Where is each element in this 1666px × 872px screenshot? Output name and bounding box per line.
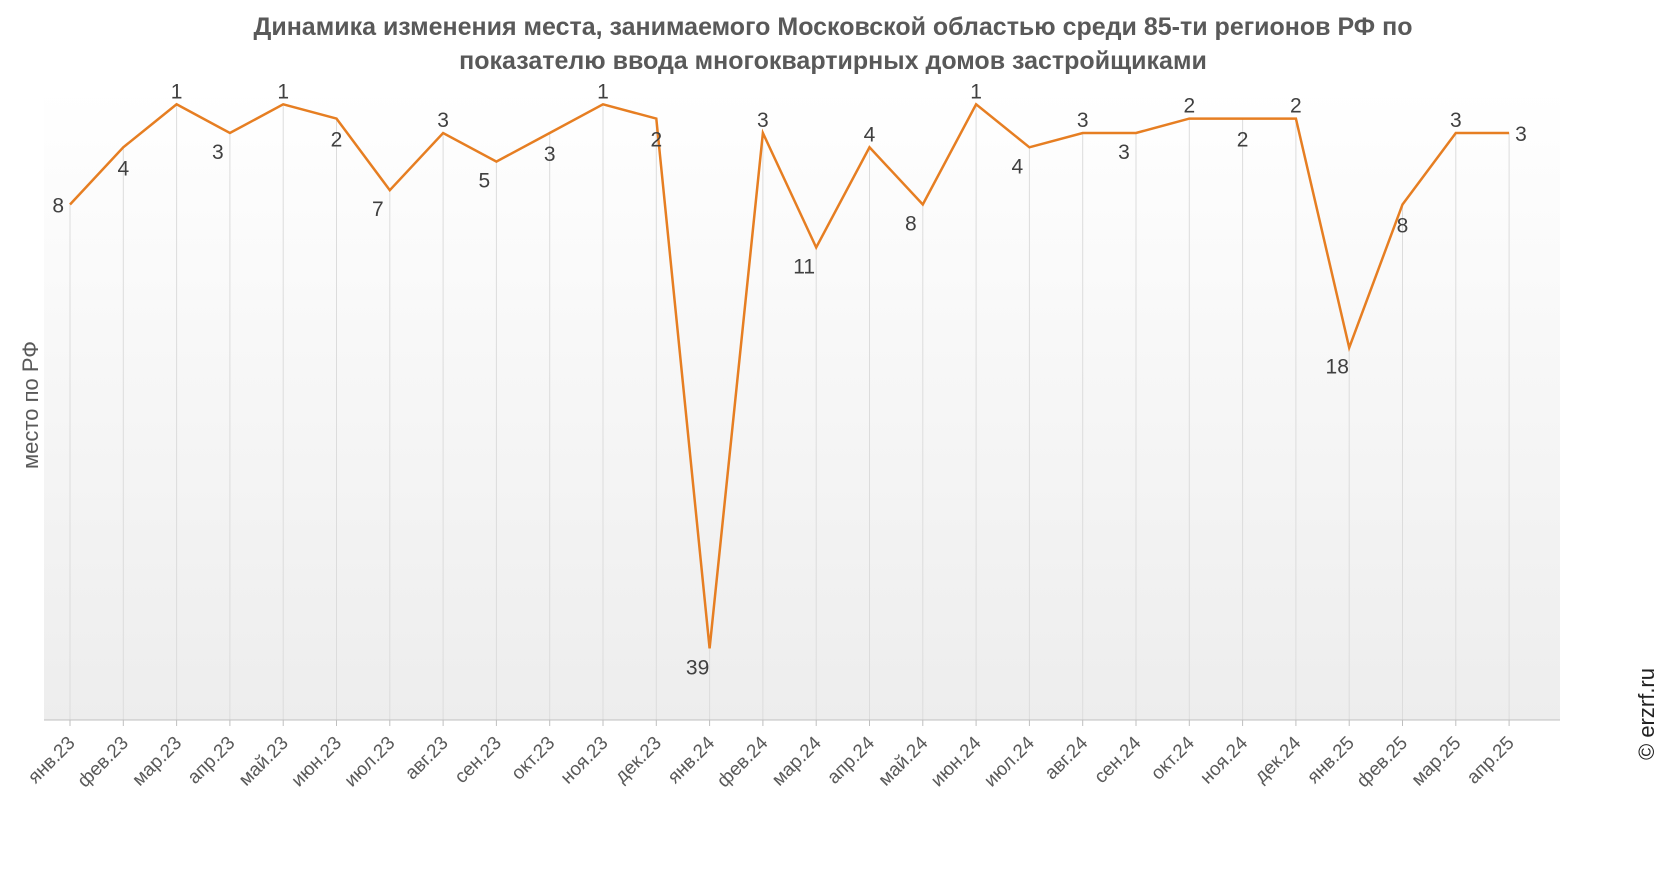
x-tick-label: дек.23 — [611, 733, 666, 788]
data-label: 3 — [1077, 109, 1089, 132]
x-tick-label: дек.24 — [1251, 732, 1306, 787]
x-tick-label: май.23 — [235, 733, 293, 791]
x-tick-label: янв.23 — [24, 733, 79, 788]
data-label: 8 — [905, 213, 917, 236]
data-label: 2 — [1290, 95, 1302, 118]
data-label: 1 — [277, 80, 289, 103]
data-label: 4 — [1012, 155, 1024, 178]
data-label: 5 — [479, 170, 491, 193]
x-tick-label: окт.23 — [508, 733, 560, 785]
x-tick-label: авг.23 — [401, 733, 452, 784]
data-label: 7 — [372, 198, 384, 221]
data-label: 1 — [597, 80, 609, 103]
x-tick-label: июн.23 — [288, 733, 347, 792]
x-tick-label: сен.24 — [1090, 732, 1145, 787]
chart-title-line-2: показателю ввода многоквартирных домов з… — [459, 47, 1207, 75]
watermark: © erzrf.ru — [1634, 668, 1659, 760]
series-line — [69, 102, 1510, 649]
x-tick-label: апр.25 — [1463, 733, 1519, 789]
x-tick-label: апр.24 — [823, 732, 879, 788]
x-tick-label: июн.24 — [927, 732, 986, 791]
data-label: 3 — [1118, 141, 1130, 164]
data-label: 3 — [757, 109, 769, 132]
data-label: 8 — [52, 195, 64, 218]
data-label: 1 — [970, 80, 982, 103]
x-tick-label: мар.23 — [128, 733, 186, 791]
x-tick-label: фев.24 — [713, 732, 772, 791]
x-tick-label: июл.23 — [341, 733, 400, 792]
x-tick-label: сен.23 — [451, 733, 506, 788]
data-label: 1 — [171, 80, 183, 103]
data-label: 4 — [864, 123, 876, 146]
data-labels: 8 4 1 3 1 2 7 3 5 3 1 2 39 3 11 4 8 1 4 3 3 2 2 2 18 8 3 3 — [52, 80, 1526, 679]
data-label: 11 — [793, 256, 815, 279]
data-label: 3 — [544, 143, 556, 166]
x-tick-label: фев.25 — [1353, 733, 1412, 792]
x-tick-label: авг.24 — [1041, 732, 1093, 784]
x-tick-label: окт.24 — [1147, 732, 1199, 784]
x-tick-label: янв.25 — [1303, 733, 1358, 788]
chart-title: Динамика изменения места, занимаемого Мо… — [0, 10, 1666, 78]
data-label: 39 — [686, 656, 709, 679]
data-label: 8 — [1397, 215, 1409, 238]
data-label: 2 — [1183, 95, 1195, 118]
x-tick-label: янв.24 — [664, 732, 720, 788]
data-label: 3 — [212, 141, 224, 164]
chart-title-line-1: Динамика изменения места, занимаемого Мо… — [253, 13, 1413, 41]
x-tick-label: мар.24 — [768, 732, 826, 790]
x-tick-label: ноя.24 — [1196, 732, 1252, 788]
x-tick-label: май.24 — [875, 732, 933, 790]
data-label: 2 — [1237, 129, 1249, 152]
data-label: 3 — [1515, 123, 1527, 146]
x-tick-label: фев.23 — [74, 733, 133, 792]
plot-area — [44, 88, 1560, 720]
data-label: 18 — [1326, 356, 1349, 379]
x-tick-label: июл.24 — [980, 732, 1039, 791]
grid-lines — [69, 104, 1510, 720]
data-label: 3 — [1450, 109, 1462, 132]
x-tick-label: мар.25 — [1408, 733, 1466, 791]
y-axis-label: место по РФ — [18, 341, 43, 469]
data-label: 4 — [117, 157, 129, 180]
data-label: 2 — [331, 129, 343, 152]
x-tick-label: ноя.23 — [557, 733, 613, 789]
data-label: 3 — [437, 109, 449, 132]
x-tick-label: апр.23 — [184, 733, 240, 789]
data-label: 2 — [650, 129, 662, 152]
x-axis-ticks: янв.23фев.23мар.23апр.23май.23июн.23июл.… — [24, 720, 1519, 792]
